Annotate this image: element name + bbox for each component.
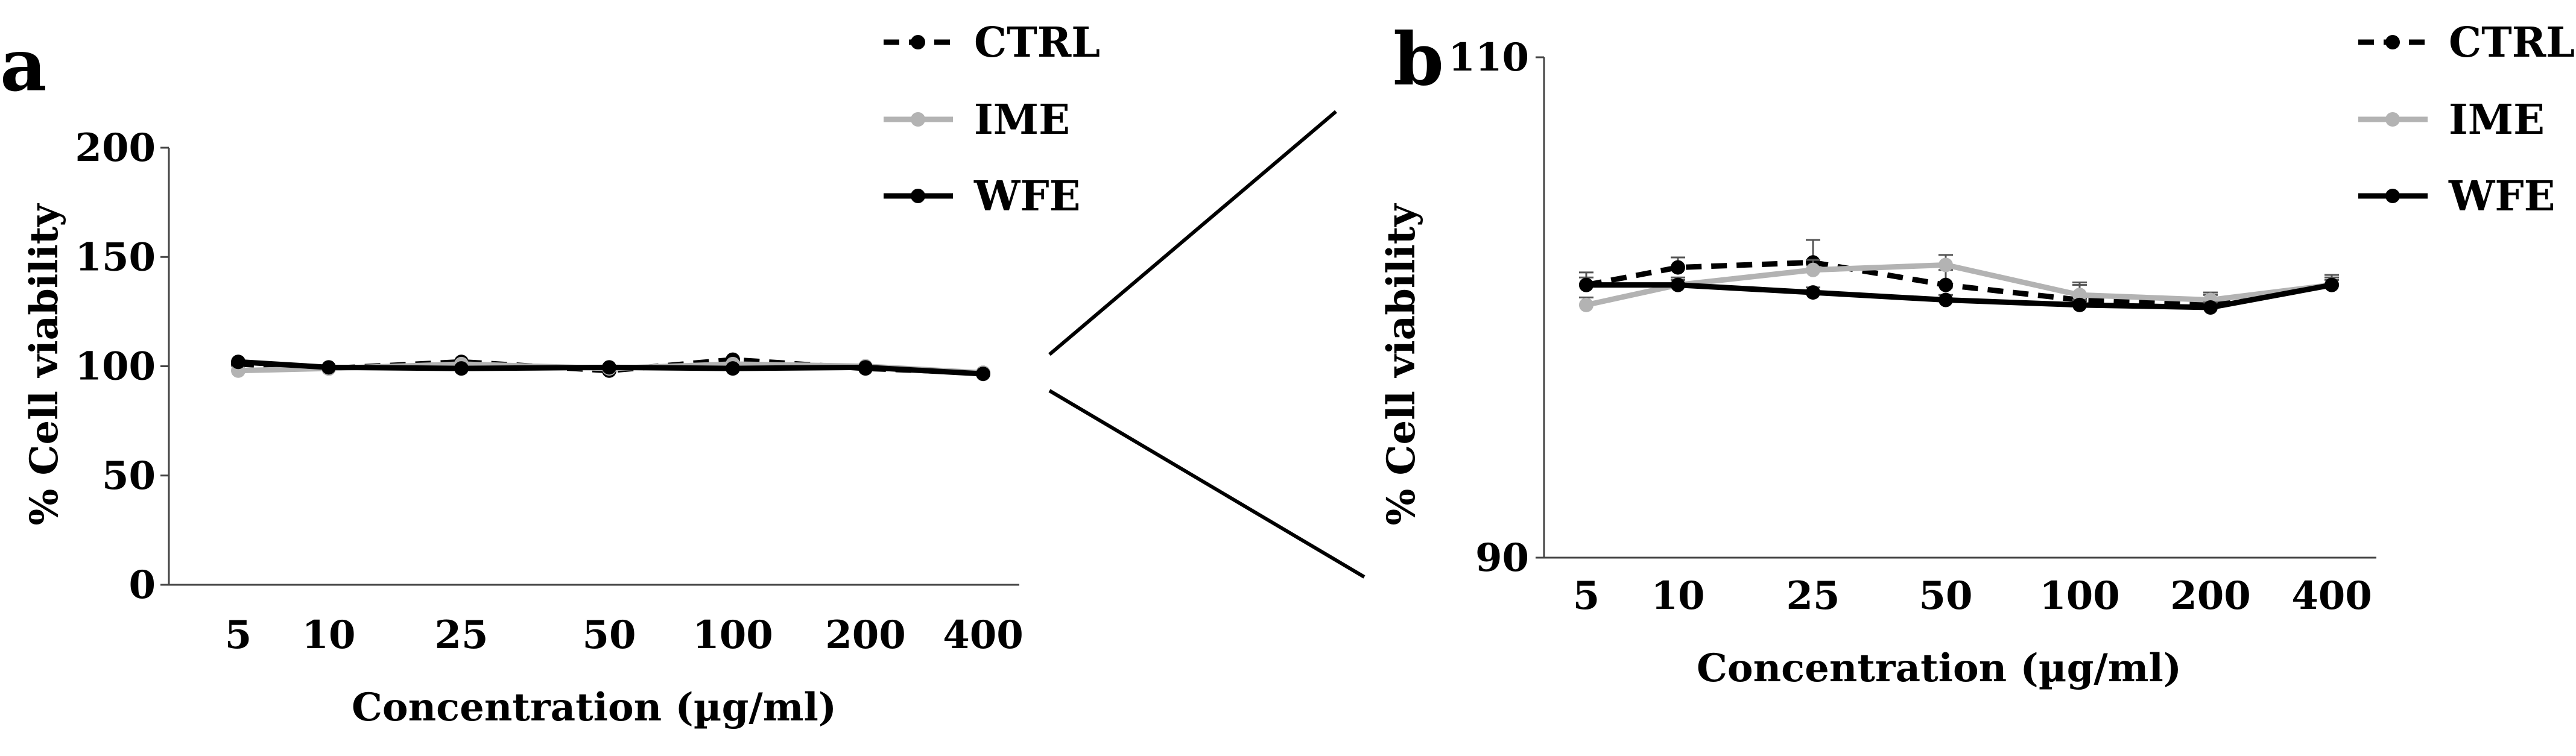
x-axis-title: Concentration (µg/ml) — [352, 685, 837, 730]
data-point-wfe — [726, 361, 740, 376]
chart-panel-a: 0 50 100 150 200 5 10 25 50 100 200 400 Concentratio… — [22, 19, 1100, 730]
legend-marker-ctrl — [2385, 35, 2400, 49]
x-tick-label: 50 — [1919, 573, 1972, 619]
data-point-wfe — [321, 360, 336, 375]
y-tick-label: 200 — [75, 125, 156, 171]
y-tick-label: 110 — [1448, 35, 1529, 80]
panel-label-b: b — [1393, 17, 1444, 102]
x-tick-label: 100 — [2039, 573, 2120, 619]
x-tick-label: 5 — [225, 613, 252, 658]
data-point-ime — [1806, 262, 1820, 277]
legend-label-ctrl: CTRL — [974, 19, 1100, 67]
y-axis-title: % Cell viability — [1379, 203, 1424, 526]
data-point-wfe — [2324, 277, 2339, 292]
zoom-connector-upper — [1048, 110, 1337, 356]
x-tick-label: 10 — [302, 613, 355, 658]
legend-label-wfe: WFE — [973, 172, 1080, 221]
data-point-wfe — [602, 360, 616, 375]
data-point-wfe — [858, 360, 873, 375]
legend-label-ime: IME — [2449, 96, 2545, 144]
data-point-ctrl — [1938, 277, 1953, 292]
data-point-wfe — [1938, 292, 1953, 307]
chart-panel-b: 90 110 5 10 25 50 100 200 400 Concentration (µg/m… — [1379, 19, 2575, 691]
data-point-wfe — [1671, 277, 1685, 292]
y-tick-label: 0 — [128, 562, 156, 608]
x-tick-label: 400 — [2291, 573, 2372, 619]
y-tick-label: 100 — [75, 344, 156, 389]
x-tick-label: 25 — [1786, 573, 1840, 619]
data-point-ime — [2072, 288, 2087, 303]
data-point-wfe — [2072, 297, 2087, 312]
data-point-wfe — [2203, 300, 2218, 315]
data-point-ime — [1579, 297, 1593, 312]
data-point-wfe — [231, 354, 245, 370]
zoom-connector-lower — [1048, 389, 1366, 579]
panel-label-a: a — [0, 23, 47, 108]
legend-marker-wfe — [911, 189, 925, 203]
legend-label-ime: IME — [974, 96, 1070, 144]
data-point-wfe — [454, 361, 469, 376]
data-point-wfe — [976, 367, 990, 382]
x-axis-title: Concentration (µg/ml) — [1697, 646, 2182, 691]
y-tick-label: 50 — [102, 453, 156, 499]
data-point-wfe — [1579, 277, 1593, 292]
data-point-wfe — [1806, 285, 1820, 300]
x-tick-label: 5 — [1573, 573, 1600, 619]
legend-label-ctrl: CTRL — [2449, 19, 2575, 67]
y-tick-label: 150 — [75, 235, 156, 280]
legend-marker-wfe — [2385, 189, 2400, 203]
x-tick-label: 200 — [2170, 573, 2251, 619]
x-tick-label: 400 — [943, 613, 1024, 658]
x-tick-label: 50 — [582, 613, 636, 658]
legend-marker-ime — [2385, 112, 2400, 127]
x-tick-label: 200 — [825, 613, 906, 658]
legend-label-wfe: WFE — [2448, 172, 2555, 221]
y-axis-title: % Cell viability — [22, 203, 67, 526]
x-tick-label: 10 — [1651, 573, 1704, 619]
x-tick-label: 25 — [434, 613, 488, 658]
y-tick-label: 90 — [1475, 535, 1529, 581]
data-point-ime — [1938, 257, 1953, 272]
legend-marker-ctrl — [911, 35, 925, 49]
x-tick-label: 100 — [692, 613, 773, 658]
data-point-ctrl — [1671, 260, 1685, 275]
legend-marker-ime — [911, 112, 925, 127]
